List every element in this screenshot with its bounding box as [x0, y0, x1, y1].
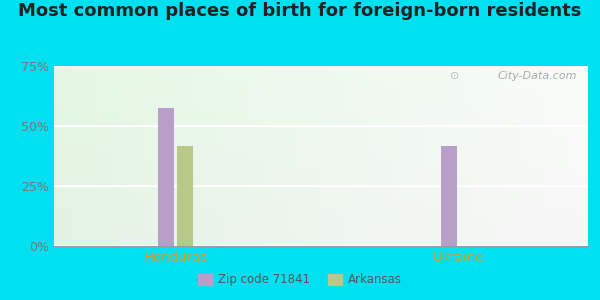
Text: City-Data.com: City-Data.com — [498, 71, 577, 81]
Text: ⊙: ⊙ — [451, 71, 460, 81]
Bar — [158, 108, 174, 246]
Bar — [177, 146, 193, 246]
Bar — [441, 146, 457, 246]
Legend: Zip code 71841, Arkansas: Zip code 71841, Arkansas — [193, 269, 407, 291]
Text: Most common places of birth for foreign-born residents: Most common places of birth for foreign-… — [19, 2, 581, 20]
